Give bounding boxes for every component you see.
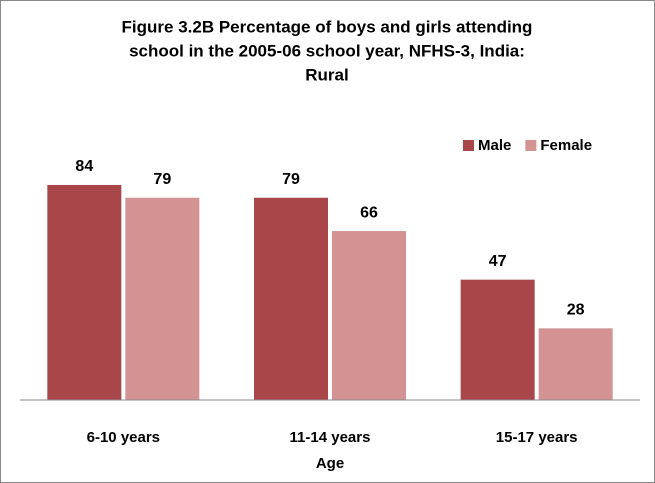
bar [460,279,535,400]
bar [125,197,200,400]
legend-swatch [463,140,474,151]
x-tick-label: 15-17 years [496,429,578,446]
legend-label: Male [478,137,511,154]
legend-swatch [525,140,537,151]
value-label: 66 [360,204,378,221]
x-tick-label: 11-14 years [290,429,371,446]
value-label: 79 [282,171,300,188]
value-label: 47 [489,253,507,270]
x-axis-title: Age [316,455,344,472]
bar [47,184,122,400]
bar [254,197,328,400]
x-tick-label: 6-10 years [87,429,160,446]
value-label: 79 [153,171,171,188]
chart-title: Rural [305,65,348,84]
value-label: 84 [75,158,93,175]
chart-title: school in the 2005-06 school year, NFHS-… [129,41,525,60]
chart-title: Figure 3.2B Percentage of boys and girls… [122,17,533,36]
legend-label: Female [540,137,592,154]
bar [332,231,406,400]
bar [538,328,613,400]
value-label: 28 [567,302,585,319]
